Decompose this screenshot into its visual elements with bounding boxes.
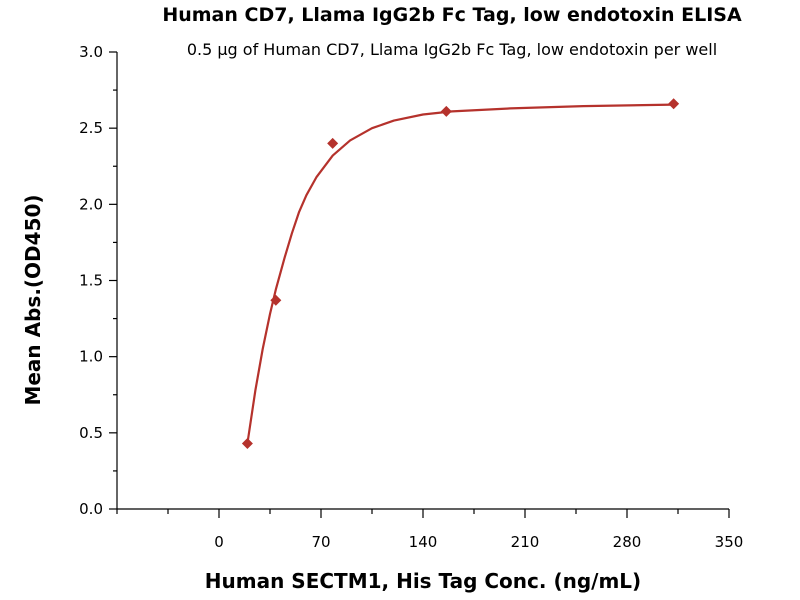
data-point [241,437,253,449]
chart-title: Human CD7, Llama IgG2b Fc Tag, low endot… [162,4,742,26]
data-point [270,294,282,306]
tick-group: 0.0 0.5 1.0 1.5 2.0 2.5 3.0 0 70 140 210 280 350 [79,43,743,551]
data-point [327,137,339,149]
data-points [241,98,680,449]
y-tick-label: 2.5 [79,119,103,137]
chart-subtitle: 0.5 μg of Human CD7, Llama IgG2b Fc Tag,… [187,40,717,59]
y-axis-title: Mean Abs.(OD450) [21,194,45,405]
x-tick-label: 0 [214,533,224,551]
fit-curve [246,103,674,444]
y-tick-label: 0.5 [79,424,103,442]
x-tick-label: 70 [311,533,330,551]
y-tick-label: 0.0 [79,500,103,518]
x-tick-label: 140 [409,533,438,551]
y-tick-label: 1.0 [79,348,103,366]
x-tick-label: 280 [613,533,642,551]
x-axis-title: Human SECTM1, His Tag Conc. (ng/mL) [205,569,641,593]
fit-curve-group [246,103,674,444]
data-point [440,105,452,117]
x-tick-label: 210 [511,533,540,551]
y-tick-label: 3.0 [79,43,103,61]
y-tick-label: 1.5 [79,272,103,290]
axes [116,52,729,510]
y-tick-label: 2.0 [79,195,103,213]
data-point [668,98,680,110]
x-tick-label: 350 [715,533,744,551]
